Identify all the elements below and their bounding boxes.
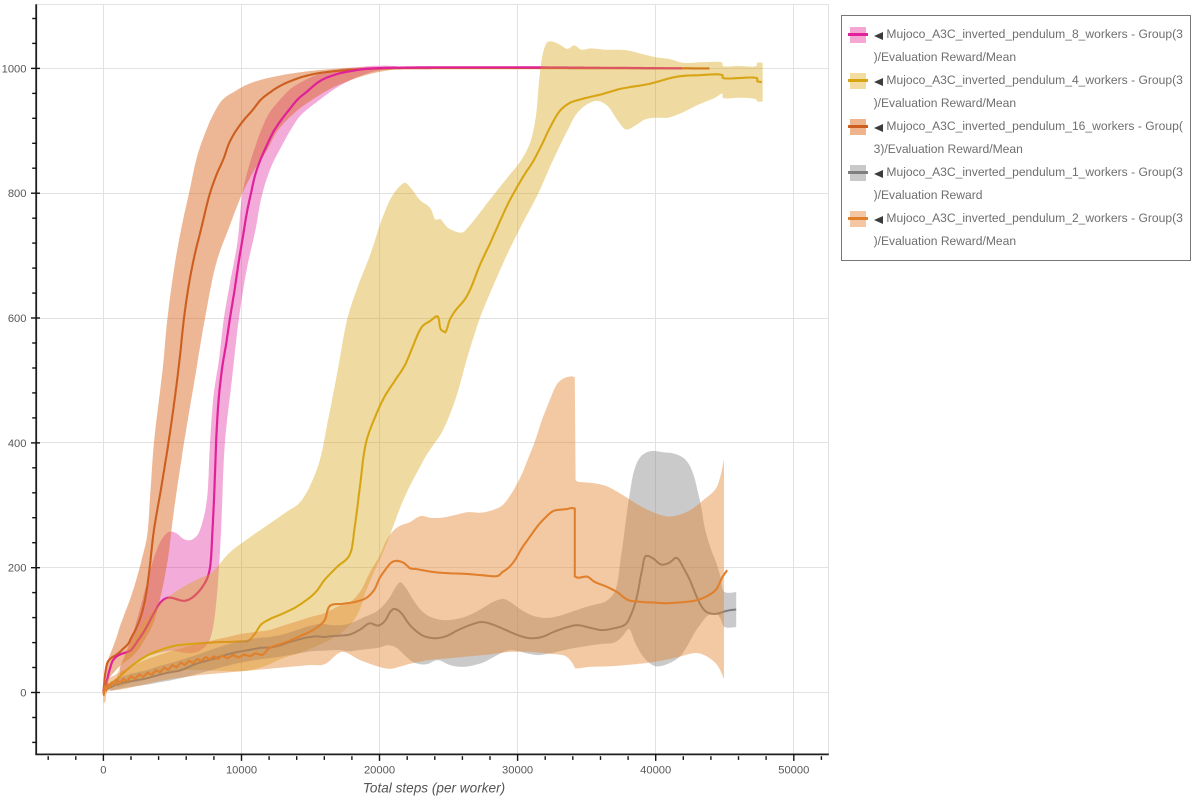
svg-text:1000: 1000 (2, 63, 27, 75)
svg-text:0: 0 (20, 687, 26, 699)
svg-text:400: 400 (8, 438, 27, 450)
svg-text:40000: 40000 (640, 765, 671, 777)
svg-text:50000: 50000 (778, 765, 809, 777)
svg-text:30000: 30000 (502, 765, 533, 777)
svg-text:600: 600 (8, 313, 27, 325)
svg-text:0: 0 (100, 765, 106, 777)
svg-text:10000: 10000 (226, 765, 257, 777)
svg-text:20000: 20000 (364, 765, 395, 777)
svg-text:800: 800 (8, 188, 27, 200)
svg-text:Total steps (per worker): Total steps (per worker) (363, 781, 505, 796)
svg-text:200: 200 (8, 563, 27, 575)
